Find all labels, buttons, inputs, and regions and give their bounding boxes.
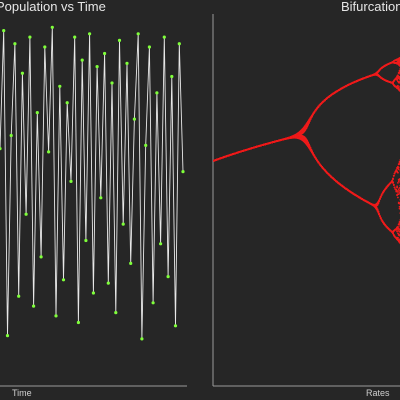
population-point	[167, 275, 170, 278]
population-point	[118, 39, 121, 42]
bifurcation-point	[310, 119, 312, 121]
population-time-chart: Population vs Time Time	[0, 0, 187, 398]
population-series-line	[0, 27, 183, 339]
population-point	[0, 147, 2, 150]
population-point	[148, 45, 151, 48]
right-chart-title: Bifurcation Diagram	[341, 0, 400, 14]
population-point	[110, 81, 113, 84]
bifurcation-point	[306, 140, 308, 142]
bifurcation-point	[310, 147, 312, 149]
population-point	[21, 72, 24, 75]
population-point	[114, 311, 117, 314]
population-point	[32, 305, 35, 308]
population-point	[152, 301, 155, 304]
bifurcation-point	[312, 152, 314, 154]
population-point	[107, 282, 110, 285]
bifurcation-point	[308, 143, 310, 145]
population-point	[125, 62, 128, 65]
population-point	[40, 255, 43, 258]
population-point	[73, 36, 76, 39]
population-point	[133, 118, 136, 121]
population-point	[178, 42, 181, 45]
bifurcation-point	[306, 126, 308, 128]
right-x-axis-label: Rates	[366, 388, 390, 398]
bifurcation-point	[308, 122, 310, 124]
population-point	[17, 295, 20, 298]
population-point	[129, 262, 132, 265]
population-point	[81, 59, 84, 62]
bifurcation-point	[305, 127, 307, 129]
population-point	[103, 52, 106, 55]
population-point	[84, 239, 87, 242]
left-chart-title: Population vs Time	[0, 0, 106, 14]
left-x-axis-label: Time	[12, 388, 32, 398]
population-series	[0, 26, 185, 341]
population-point	[62, 278, 65, 281]
population-point	[47, 150, 50, 153]
bifurcation-point	[309, 120, 311, 122]
population-point	[144, 144, 147, 147]
population-point	[137, 32, 140, 35]
population-point	[181, 170, 184, 173]
population-point	[170, 75, 173, 78]
bifurcation-point	[309, 145, 311, 147]
population-point	[36, 111, 39, 114]
population-point	[43, 45, 46, 48]
population-point	[77, 321, 80, 324]
population-point	[88, 32, 91, 35]
population-point	[159, 242, 162, 245]
population-point	[163, 36, 166, 39]
population-point	[66, 101, 69, 104]
population-point	[140, 337, 143, 340]
population-point	[99, 196, 102, 199]
bifurcation-point	[307, 142, 309, 144]
population-point	[13, 42, 16, 45]
bifurcation-points	[213, 56, 400, 246]
population-point	[174, 324, 177, 327]
population-point	[28, 36, 31, 39]
bifurcation-point	[310, 149, 312, 151]
population-point	[25, 213, 28, 216]
population-point	[69, 180, 72, 183]
population-point	[122, 223, 125, 226]
population-point	[155, 91, 158, 94]
population-point	[96, 65, 99, 68]
population-point	[92, 291, 95, 294]
population-point	[6, 334, 9, 337]
population-point	[54, 314, 57, 317]
bifurcation-point	[311, 151, 313, 153]
population-point	[2, 29, 5, 32]
bifurcation-chart: Bifurcation Diagram Rates	[213, 0, 400, 398]
bifurcation-point	[310, 117, 312, 119]
population-point	[58, 85, 61, 88]
population-point	[51, 26, 54, 29]
population-point	[10, 134, 13, 137]
bifurcation-point	[307, 124, 309, 126]
